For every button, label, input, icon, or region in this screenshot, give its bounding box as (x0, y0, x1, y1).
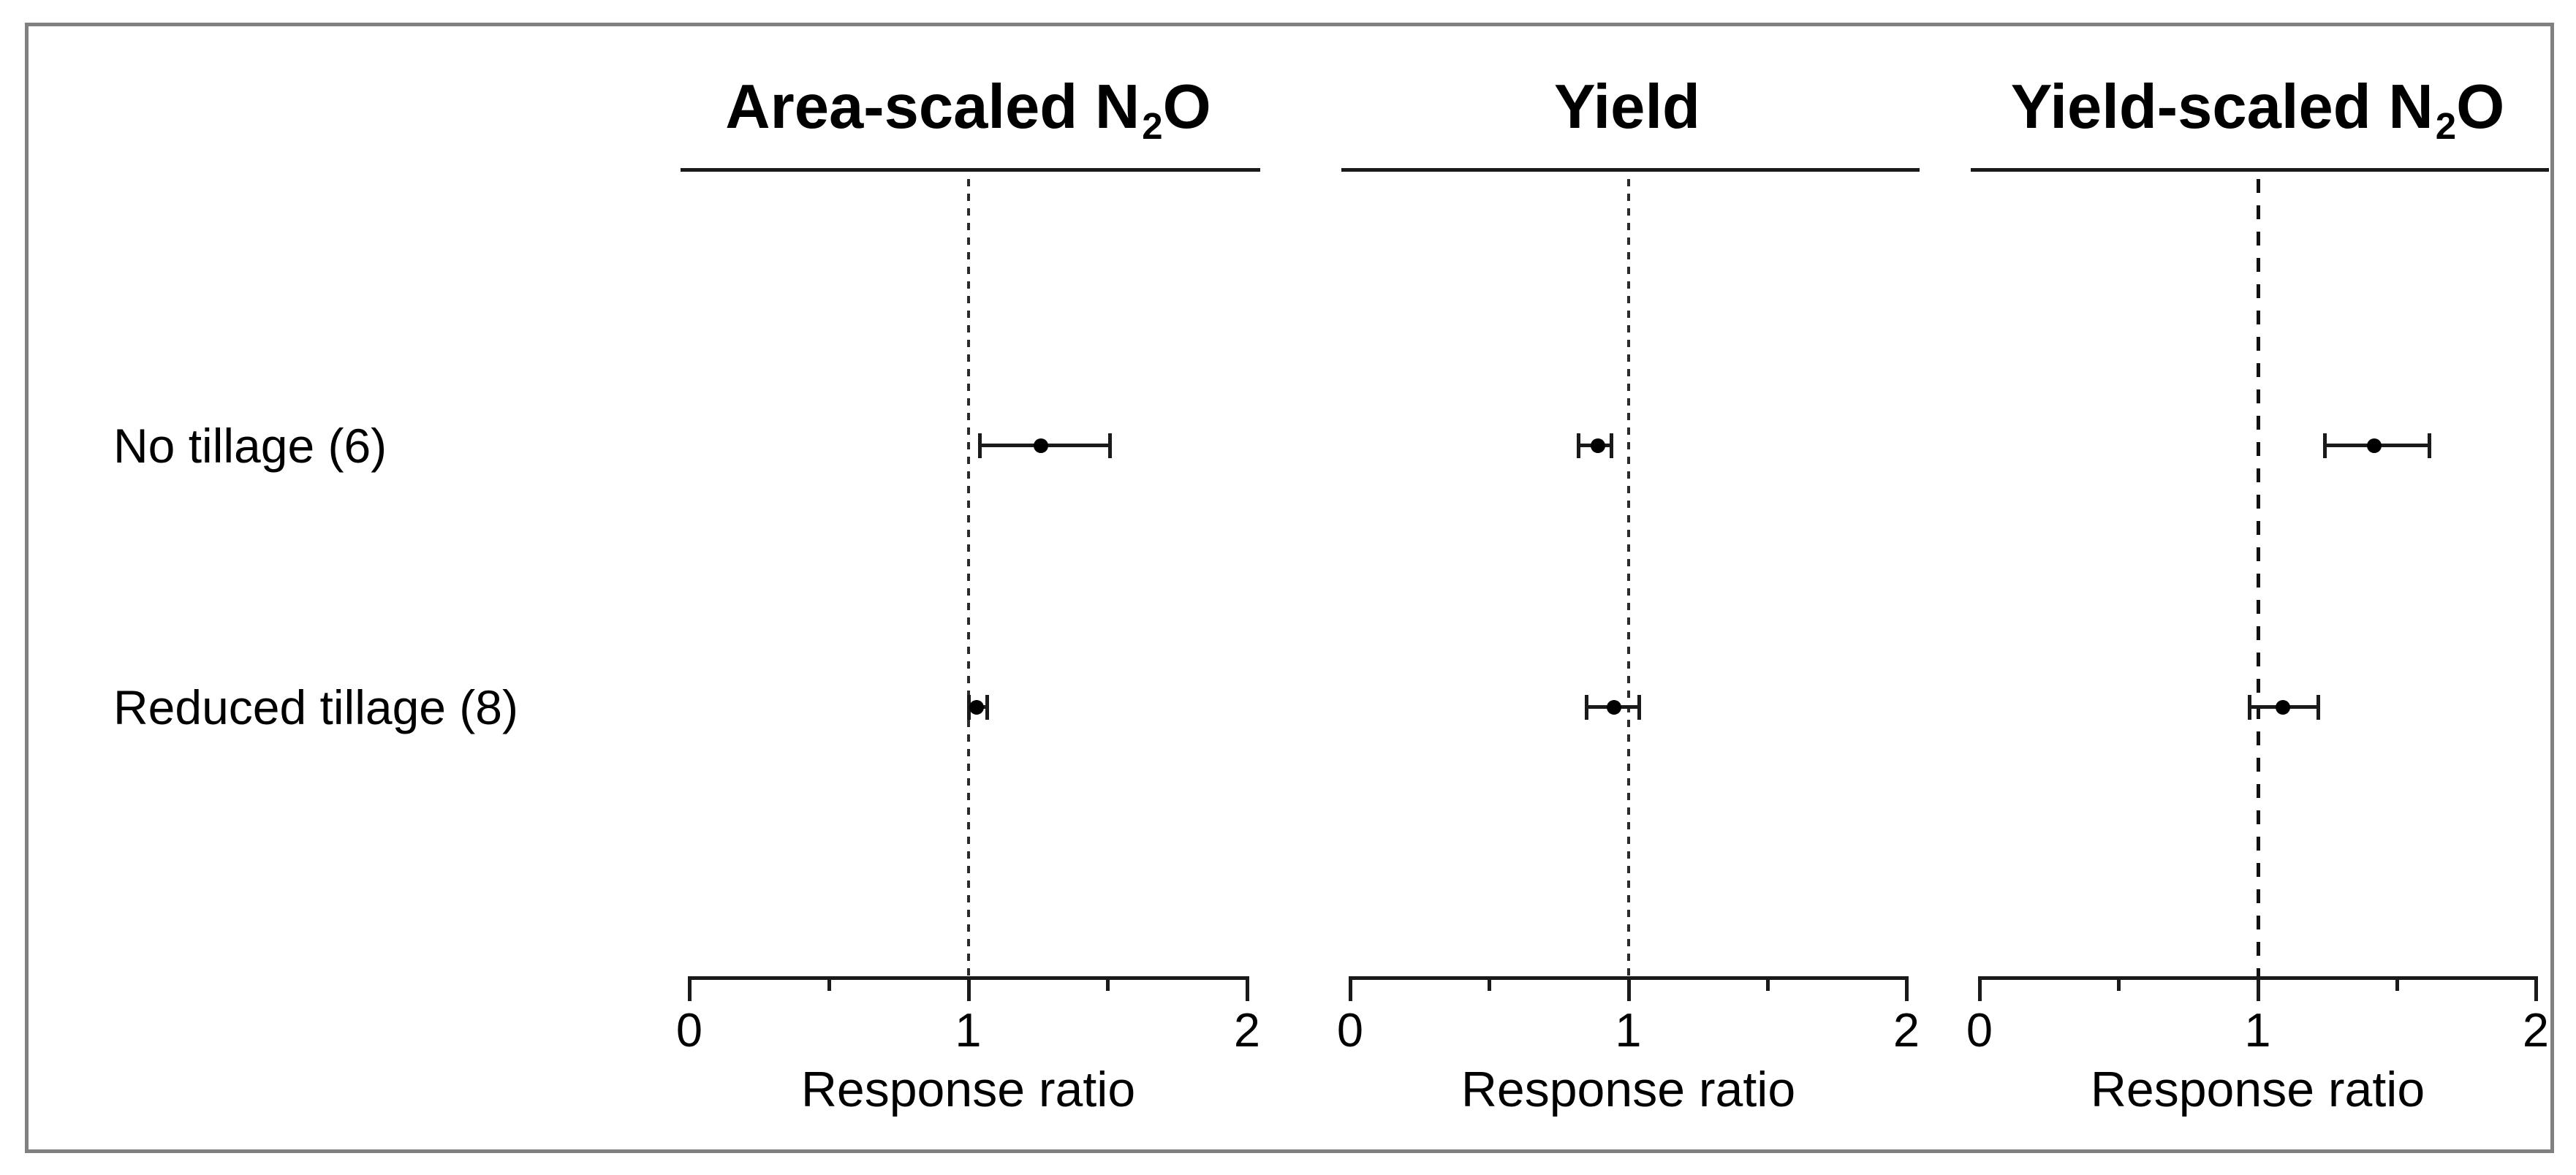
panel-title-subscript: 2 (1142, 105, 1163, 148)
ci-cap-low (966, 695, 971, 720)
row-label: Reduced tillage (8) (113, 680, 518, 734)
x-axis-tick (1905, 979, 1909, 1001)
x-axis-line (1978, 976, 2538, 980)
panel-title-suffix: O (2456, 72, 2505, 142)
x-axis-tick (1246, 979, 1249, 1001)
x-axis-tick (1349, 979, 1352, 1001)
ci-cap-low (977, 433, 982, 458)
panel-title-text: Area-scaled N (725, 72, 1140, 142)
x-axis-title: Response ratio (800, 1062, 1136, 1117)
header-underline (681, 168, 1260, 172)
panel-title: Yield (1292, 73, 1965, 142)
row-label: No tillage (6) (113, 419, 387, 473)
header-underline (1971, 168, 2549, 172)
panel-title: Area-scaled N2O (631, 72, 1306, 147)
x-axis-tick-label: 0 (1336, 1003, 1364, 1057)
x-axis-tick-label: 1 (1615, 1003, 1642, 1057)
mean-point (969, 700, 984, 715)
x-axis-minor-tick (1488, 979, 1492, 991)
figure-border (25, 23, 2554, 1153)
ci-cap-low (1577, 433, 1580, 458)
ci-cap-high (1108, 433, 1113, 458)
x-axis-tick-label: 0 (675, 1003, 703, 1057)
ci-cap-high (1637, 695, 1641, 720)
panel-title-text: Yield (1554, 72, 1700, 142)
mean-point (2367, 438, 2382, 453)
x-axis-minor-tick (2117, 979, 2121, 991)
reference-line (966, 179, 970, 981)
ci-cap-high (1609, 433, 1613, 458)
ci-cap-high (2316, 695, 2321, 720)
mean-point (2275, 700, 2290, 715)
x-axis-tick-label: 0 (1966, 1003, 1993, 1057)
header-underline (1341, 168, 1920, 172)
x-axis-tick-label: 2 (2522, 1003, 2550, 1057)
x-axis-tick (688, 979, 692, 1001)
x-axis-title: Response ratio (1461, 1062, 1796, 1117)
x-axis-tick (1626, 979, 1631, 1001)
ci-cap-low (2322, 433, 2327, 458)
x-axis-line (1349, 976, 1909, 980)
x-axis-tick-label: 1 (2244, 1003, 2271, 1057)
ci-cap-low (1585, 695, 1589, 720)
x-axis-tick-label: 2 (1233, 1003, 1261, 1057)
reference-line (2256, 179, 2260, 981)
ci-cap-high (2428, 433, 2432, 458)
reference-line (1626, 179, 1630, 981)
ci-cap-low (2248, 695, 2252, 720)
panel-title-suffix: O (1162, 72, 1211, 142)
mean-point (1033, 438, 1048, 453)
x-axis-minor-tick (2395, 979, 2399, 991)
x-axis-title: Response ratio (2090, 1062, 2425, 1117)
x-axis-tick (2534, 979, 2538, 1001)
panel-title-subscript: 2 (2435, 105, 2457, 148)
panel-title: Yield-scaled N2O (1921, 72, 2576, 147)
panel-title-text: Yield-scaled N (2010, 72, 2433, 142)
x-axis-tick (966, 979, 971, 1001)
x-axis-tick-label: 1 (955, 1003, 982, 1057)
mean-point (1607, 700, 1622, 715)
x-axis-tick-label: 2 (1893, 1003, 1920, 1057)
x-axis-tick (2256, 979, 2260, 1001)
mean-point (1590, 438, 1605, 453)
x-axis-minor-tick (827, 979, 831, 991)
x-axis-line (688, 976, 1249, 980)
x-axis-minor-tick (1765, 979, 1770, 991)
x-axis-tick (1978, 979, 1982, 1001)
ci-cap-high (985, 695, 990, 720)
x-axis-minor-tick (1106, 979, 1110, 991)
